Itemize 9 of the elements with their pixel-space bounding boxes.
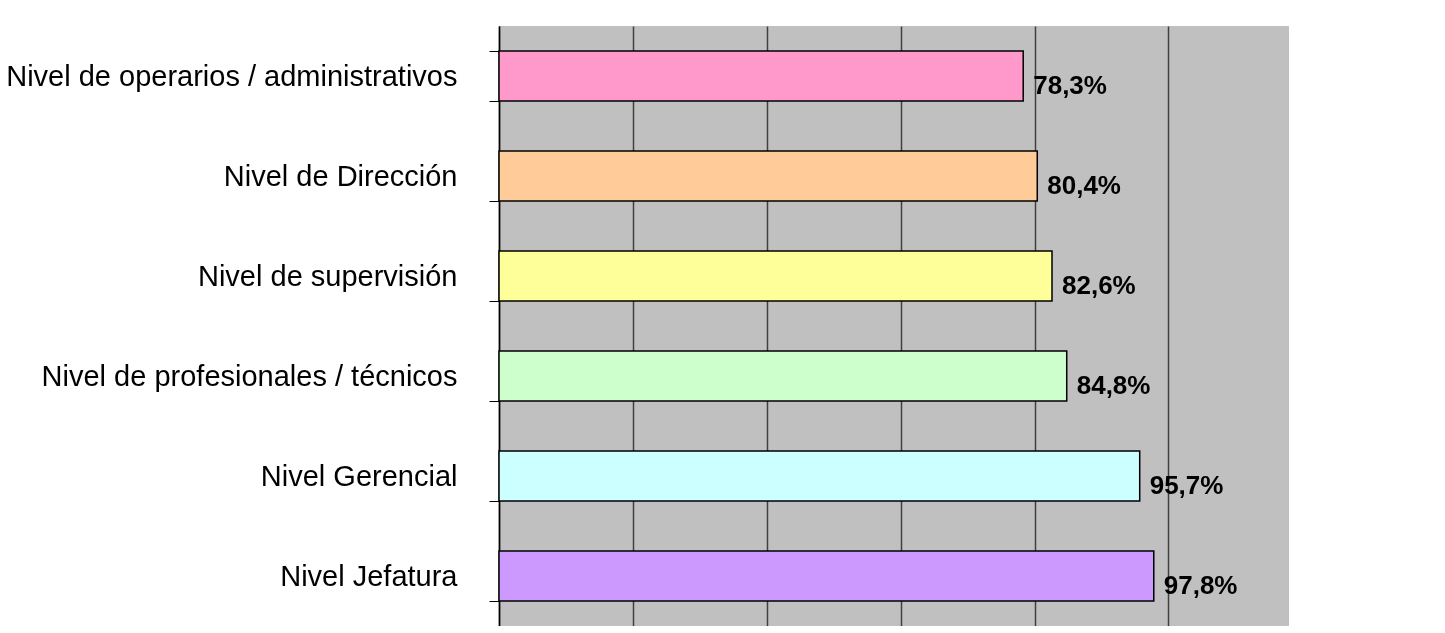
- y-tick-label: Nivel de profesionales / técnicos: [41, 359, 458, 392]
- data-label: 80,4%: [1047, 170, 1122, 200]
- y-tick-label: Nivel de operarios / administrativos: [6, 59, 458, 92]
- y-tick-label: Nivel Jefatura: [280, 559, 459, 592]
- data-label: 84,8%: [1076, 370, 1151, 400]
- y-tick-label: Nivel Gerencial: [260, 459, 458, 492]
- y-tick-label: Nivel de Dirección: [223, 159, 458, 192]
- data-label: 82,6%: [1062, 270, 1136, 300]
- y-tick-label: Nivel de supervisión: [197, 259, 458, 292]
